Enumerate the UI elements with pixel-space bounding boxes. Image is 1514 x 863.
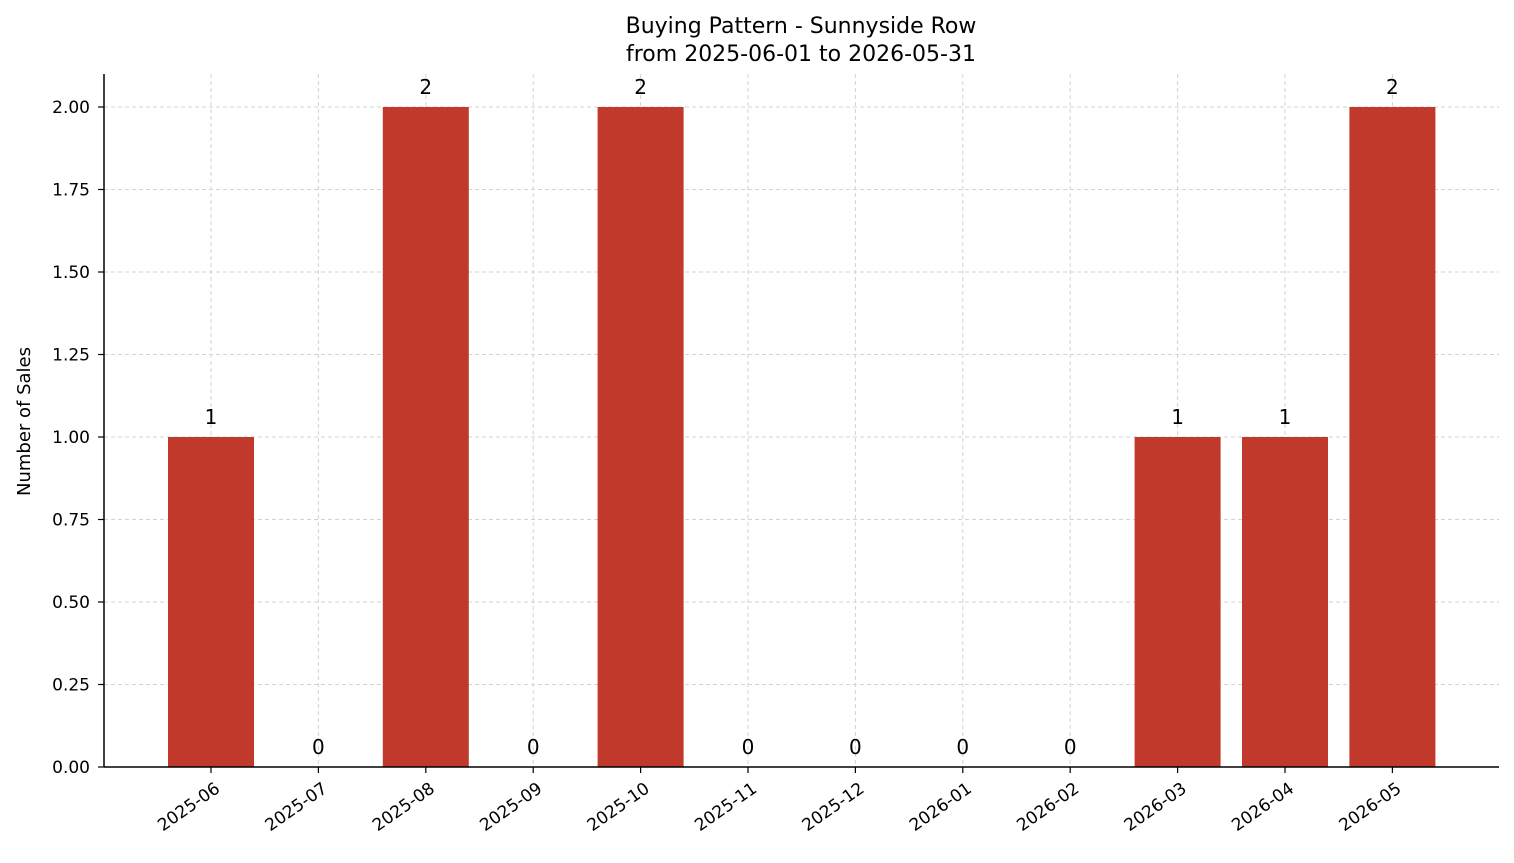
chart-subtitle: from 2025-06-01 to 2026-05-31 xyxy=(626,42,976,67)
x-tick-label: 2025-07 xyxy=(262,779,332,836)
y-tick-label: 0.00 xyxy=(52,758,90,778)
bar-value-label: 1 xyxy=(205,405,218,429)
bars xyxy=(168,107,1436,767)
x-tick-label: 2026-02 xyxy=(1013,779,1083,836)
x-tick-label: 2025-11 xyxy=(691,779,761,836)
y-tick-label: 1.25 xyxy=(52,346,90,366)
bar-value-label: 2 xyxy=(1386,75,1399,99)
x-tick-label: 2026-05 xyxy=(1336,779,1406,836)
x-tick-label: 2025-10 xyxy=(584,779,654,836)
y-tick-label: 1.00 xyxy=(52,428,90,448)
bar-value-label: 0 xyxy=(1064,735,1077,759)
bar-value-label: 0 xyxy=(956,735,969,759)
x-tick-label: 2026-03 xyxy=(1121,779,1191,836)
y-axis-label: Number of Sales xyxy=(14,347,35,496)
x-tick-label: 2026-04 xyxy=(1228,779,1298,836)
y-tick-label: 0.50 xyxy=(52,593,90,613)
x-tick-label: 2025-09 xyxy=(476,779,546,836)
bar xyxy=(1242,437,1328,767)
bar-value-label: 2 xyxy=(419,75,432,99)
y-axis-ticks: 0.00 0.25 0.50 0.75 1.00 1.25 1.50 1.75 2.00 xyxy=(52,98,104,778)
bar xyxy=(382,107,469,767)
bar xyxy=(597,107,684,767)
chart-title: Buying Pattern - Sunnyside Row xyxy=(626,14,977,39)
bar xyxy=(1349,107,1436,767)
y-tick-label: 1.75 xyxy=(52,181,90,201)
x-tick-label: 2025-12 xyxy=(799,779,869,836)
y-tick-label: 2.00 xyxy=(52,98,90,118)
bar-value-label: 1 xyxy=(1171,405,1184,429)
bar-value-label: 0 xyxy=(312,735,325,759)
y-tick-label: 1.50 xyxy=(52,263,90,283)
bar-labels: 1 0 2 0 2 0 0 0 0 1 1 2 xyxy=(205,75,1399,759)
bar-value-label: 1 xyxy=(1279,405,1292,429)
bar-value-label: 0 xyxy=(742,735,755,759)
x-tick-label: 2026-01 xyxy=(906,779,976,836)
bar xyxy=(1134,437,1221,767)
bar-value-label: 2 xyxy=(634,75,647,99)
bar-value-label: 0 xyxy=(527,735,540,759)
x-tick-label: 2025-06 xyxy=(154,779,224,836)
x-tick-label: 2025-08 xyxy=(369,779,439,836)
y-tick-label: 0.75 xyxy=(52,511,90,531)
x-axis-ticks: 2025-06 2025-07 2025-08 2025-09 2025-10 2025-… xyxy=(154,767,1405,836)
bar-value-label: 0 xyxy=(849,735,862,759)
bar xyxy=(168,437,254,767)
y-tick-label: 0.25 xyxy=(52,676,90,696)
